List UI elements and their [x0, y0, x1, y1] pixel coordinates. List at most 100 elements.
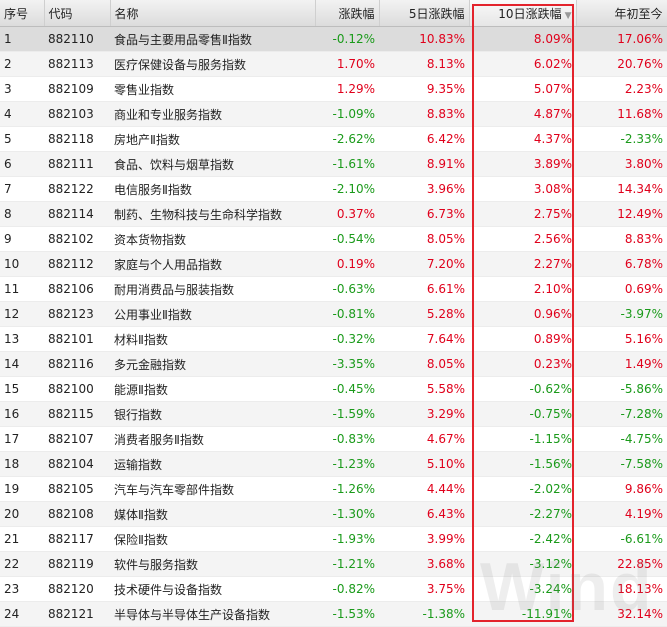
cell-code: 882102	[44, 226, 110, 252]
cell-name: 食品、饮料与烟草指数	[110, 151, 315, 177]
col-header-no[interactable]: 序号	[0, 0, 45, 27]
cell-ytd: 5.16%	[576, 326, 667, 352]
cell-name: 消费者服务Ⅱ指数	[110, 426, 315, 452]
cell-change-10d: 0.23%	[469, 351, 576, 377]
cell-no: 8	[0, 201, 44, 227]
cell-no: 19	[0, 476, 44, 502]
cell-name: 半导体与半导体生产设备指数	[110, 601, 315, 627]
cell-ytd: 4.19%	[576, 501, 667, 527]
cell-change-5d: 8.91%	[379, 151, 469, 177]
col-header-ytd[interactable]: 年初至今	[576, 0, 667, 27]
table-row[interactable]: 22 882119 软件与服务指数 -1.21% 3.68% -3.12% 22.85%	[0, 551, 667, 577]
cell-change-10d: 5.07%	[469, 76, 576, 102]
cell-change: 0.37%	[315, 201, 379, 227]
table-row[interactable]: 7 882122 电信服务Ⅱ指数 -2.10% 3.96% 3.08% 14.34%	[0, 176, 667, 202]
cell-ytd: -2.33%	[576, 126, 667, 152]
cell-change-5d: 7.20%	[379, 251, 469, 277]
cell-change: -1.61%	[315, 151, 379, 177]
cell-name: 媒体Ⅱ指数	[110, 501, 315, 527]
cell-no: 20	[0, 501, 44, 527]
cell-change: 1.70%	[315, 51, 379, 77]
cell-code: 882115	[44, 401, 110, 427]
cell-code: 882106	[44, 276, 110, 302]
cell-change-10d: 4.37%	[469, 126, 576, 152]
table-row[interactable]: 14 882116 多元金融指数 -3.35% 8.05% 0.23% 1.49%	[0, 351, 667, 377]
cell-name: 零售业指数	[110, 76, 315, 102]
cell-change-5d: 8.13%	[379, 51, 469, 77]
cell-code: 882107	[44, 426, 110, 452]
table-row[interactable]: 24 882121 半导体与半导体生产设备指数 -1.53% -1.38% -11.91%…	[0, 601, 667, 627]
table-row[interactable]: 11 882106 耐用消费品与服装指数 -0.63% 6.61% 2.10% 0.69%	[0, 276, 667, 302]
cell-change-5d: -1.38%	[379, 601, 469, 627]
table-row[interactable]: 21 882117 保险Ⅱ指数 -1.93% 3.99% -2.42% -6.61%	[0, 526, 667, 552]
table-row[interactable]: 19 882105 汽车与汽车零部件指数 -1.26% 4.44% -2.02% 9.86%	[0, 476, 667, 502]
table-row[interactable]: 5 882118 房地产Ⅱ指数 -2.62% 6.42% 4.37% -2.33%	[0, 126, 667, 152]
cell-change-5d: 5.28%	[379, 301, 469, 327]
table-row[interactable]: 4 882103 商业和专业服务指数 -1.09% 8.83% 4.87% 11.68%	[0, 101, 667, 127]
cell-ytd: 1.49%	[576, 351, 667, 377]
cell-ytd: 9.86%	[576, 476, 667, 502]
cell-no: 3	[0, 76, 44, 102]
table-row[interactable]: 9 882102 资本货物指数 -0.54% 8.05% 2.56% 8.83%	[0, 226, 667, 252]
table-row[interactable]: 6 882111 食品、饮料与烟草指数 -1.61% 8.91% 3.89% 3.80%	[0, 151, 667, 177]
cell-ytd: 17.06%	[576, 26, 667, 52]
table-row[interactable]: 10 882112 家庭与个人用品指数 0.19% 7.20% 2.27% 6.78%	[0, 251, 667, 277]
cell-code: 882112	[44, 251, 110, 277]
table-row[interactable]: 13 882101 材料Ⅱ指数 -0.32% 7.64% 0.89% 5.16%	[0, 326, 667, 352]
cell-code: 882103	[44, 101, 110, 127]
sort-desc-icon[interactable]: ▼	[564, 10, 572, 21]
col-header-change-5d[interactable]: 5日涨跌幅	[379, 0, 470, 27]
cell-name: 保险Ⅱ指数	[110, 526, 315, 552]
cell-change: 1.29%	[315, 76, 379, 102]
cell-name: 技术硬件与设备指数	[110, 576, 315, 602]
cell-name: 商业和专业服务指数	[110, 101, 315, 127]
table-row[interactable]: 15 882100 能源Ⅱ指数 -0.45% 5.58% -0.62% -5.86%	[0, 376, 667, 402]
cell-ytd: 0.69%	[576, 276, 667, 302]
cell-no: 2	[0, 51, 44, 77]
cell-name: 汽车与汽车零部件指数	[110, 476, 315, 502]
cell-change-10d: 2.10%	[469, 276, 576, 302]
table-row[interactable]: 16 882115 银行指数 -1.59% 3.29% -0.75% -7.28%	[0, 401, 667, 427]
cell-change-10d: -2.27%	[469, 501, 576, 527]
cell-no: 13	[0, 326, 44, 352]
table-row[interactable]: 17 882107 消费者服务Ⅱ指数 -0.83% 4.67% -1.15% -4.75%	[0, 426, 667, 452]
cell-change: -0.83%	[315, 426, 379, 452]
cell-change-10d: -1.15%	[469, 426, 576, 452]
cell-change-5d: 3.99%	[379, 526, 469, 552]
cell-change-10d: -2.02%	[469, 476, 576, 502]
cell-change: -3.35%	[315, 351, 379, 377]
cell-code: 882123	[44, 301, 110, 327]
cell-change-10d: 2.27%	[469, 251, 576, 277]
cell-change: -1.09%	[315, 101, 379, 127]
cell-name: 医疗保健设备与服务指数	[110, 51, 315, 77]
cell-change-5d: 7.64%	[379, 326, 469, 352]
cell-change-10d: 0.89%	[469, 326, 576, 352]
table-row[interactable]: 3 882109 零售业指数 1.29% 9.35% 5.07% 2.23%	[0, 76, 667, 102]
col-header-change-10d[interactable]: 10日涨跌幅 ▼	[469, 0, 577, 27]
cell-change: -2.10%	[315, 176, 379, 202]
table-row[interactable]: 18 882104 运输指数 -1.23% 5.10% -1.56% -7.58%	[0, 451, 667, 477]
cell-change-10d: -11.91%	[469, 601, 576, 627]
table-row[interactable]: 1 882110 食品与主要用品零售Ⅱ指数 -0.12% 10.83% 8.09% 17.0…	[0, 26, 667, 52]
table-row[interactable]: 20 882108 媒体Ⅱ指数 -1.30% 6.43% -2.27% 4.19%	[0, 501, 667, 527]
col-header-code[interactable]: 代码	[44, 0, 111, 27]
cell-change-5d: 3.29%	[379, 401, 469, 427]
cell-code: 882119	[44, 551, 110, 577]
cell-no: 23	[0, 576, 44, 602]
cell-change-5d: 6.42%	[379, 126, 469, 152]
col-header-change[interactable]: 涨跌幅	[315, 0, 380, 27]
table-row[interactable]: 8 882114 制药、生物科技与生命科学指数 0.37% 6.73% 2.75% 12.4…	[0, 201, 667, 227]
table-row[interactable]: 2 882113 医疗保健设备与服务指数 1.70% 8.13% 6.02% 20.76%	[0, 51, 667, 77]
col-header-name[interactable]: 名称	[110, 0, 316, 27]
cell-change-10d: 3.08%	[469, 176, 576, 202]
table-row[interactable]: 23 882120 技术硬件与设备指数 -0.82% 3.75% -3.24% 18.13%	[0, 576, 667, 602]
cell-change-5d: 3.75%	[379, 576, 469, 602]
cell-no: 15	[0, 376, 44, 402]
cell-change-10d: 6.02%	[469, 51, 576, 77]
cell-no: 16	[0, 401, 44, 427]
table-row[interactable]: 12 882123 公用事业Ⅱ指数 -0.81% 5.28% 0.96% -3.97%	[0, 301, 667, 327]
cell-no: 14	[0, 351, 44, 377]
cell-ytd: 11.68%	[576, 101, 667, 127]
cell-ytd: -4.75%	[576, 426, 667, 452]
